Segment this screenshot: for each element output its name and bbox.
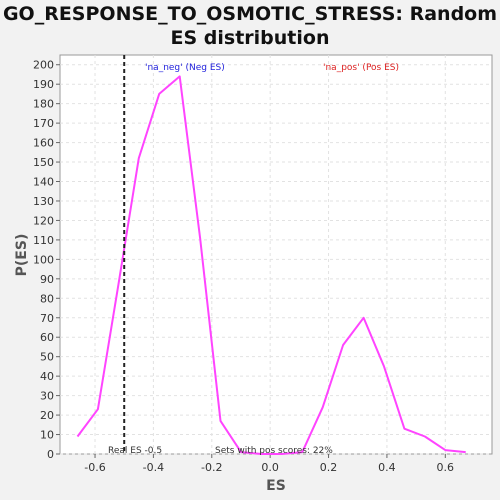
real-es-label: Real ES -0.5 bbox=[108, 446, 162, 456]
y-tick-label: 80 bbox=[40, 292, 54, 305]
y-tick-label: 0 bbox=[47, 448, 54, 461]
y-tick-label: 120 bbox=[33, 214, 54, 227]
y-tick-label: 70 bbox=[40, 312, 54, 325]
y-tick-label: 50 bbox=[40, 351, 54, 364]
y-tick-label: 130 bbox=[33, 195, 54, 208]
y-tick-label: 10 bbox=[40, 429, 54, 442]
y-tick-label: 100 bbox=[33, 253, 54, 266]
y-tick-label: 160 bbox=[33, 137, 54, 150]
x-tick-label: 0.6 bbox=[437, 461, 455, 474]
y-tick-label: 180 bbox=[33, 98, 54, 111]
x-axis-title: ES bbox=[266, 478, 286, 494]
neg-es-label: 'na_neg' (Neg ES) bbox=[145, 63, 225, 73]
y-tick-label: 150 bbox=[33, 156, 54, 169]
x-tick-label: -0.6 bbox=[84, 461, 105, 474]
y-tick-label: 40 bbox=[40, 370, 54, 383]
y-tick-label: 170 bbox=[33, 117, 54, 130]
y-tick-label: 190 bbox=[33, 78, 54, 91]
y-tick-label: 200 bbox=[33, 59, 54, 72]
x-tick-label: 0.2 bbox=[320, 461, 338, 474]
y-axis-title: P(ES) bbox=[14, 234, 30, 277]
pos-scores-label: Sets with pos scores: 22% bbox=[215, 446, 333, 456]
y-tick-label: 20 bbox=[40, 409, 54, 422]
y-tick-label: 30 bbox=[40, 390, 54, 403]
y-tick-label: 90 bbox=[40, 273, 54, 286]
x-tick-label: -0.2 bbox=[201, 461, 222, 474]
x-tick-label: 0.0 bbox=[261, 461, 279, 474]
x-tick-label: -0.4 bbox=[143, 461, 164, 474]
y-tick-label: 110 bbox=[33, 234, 54, 247]
pos-es-label: 'na_pos' (Pos ES) bbox=[323, 63, 399, 73]
y-tick-label: 60 bbox=[40, 331, 54, 344]
x-tick-label: 0.4 bbox=[378, 461, 396, 474]
y-tick-label: 140 bbox=[33, 176, 54, 189]
